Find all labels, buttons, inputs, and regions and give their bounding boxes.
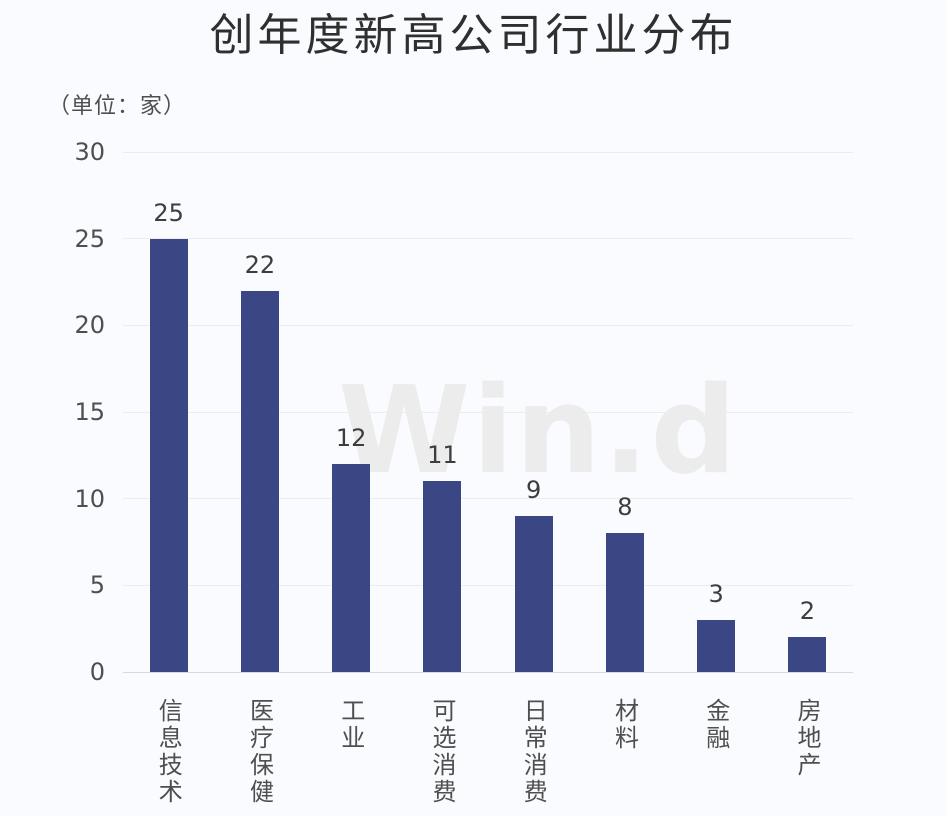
y-tick-label: 0: [89, 658, 105, 686]
y-tick-label: 5: [89, 571, 105, 600]
bar-value-label: 11: [427, 441, 458, 469]
y-tick-label: 25: [74, 224, 105, 253]
x-category-label: 医疗保健: [245, 698, 274, 806]
bar-value-label: 12: [335, 424, 367, 452]
chart-title: 创年度新高公司行业分布: [209, 10, 738, 61]
y-tick-label: 30: [74, 138, 105, 166]
y-tick-label: 10: [74, 484, 105, 513]
gridline: [123, 498, 853, 500]
gridline: [123, 411, 853, 413]
plot-area: 0 5 10 15 20 25 30 25 信息技术 22 医疗保健 12 工业 11 可选消费 9 日常消费 8…: [74, 138, 853, 806]
bar-value-label: 9: [525, 476, 542, 504]
bar-value-label: 3: [708, 580, 724, 608]
bar: [150, 239, 188, 672]
bar: [241, 291, 279, 672]
bar: [606, 533, 644, 672]
gridline: [123, 671, 853, 673]
x-category-label: 可选消费: [427, 698, 456, 806]
gridline: [123, 151, 853, 153]
gridline: [123, 324, 853, 326]
x-category-label: 材料: [610, 698, 639, 752]
x-category-label: 日常消费: [519, 698, 548, 806]
bar-value-label: 8: [617, 493, 633, 521]
x-category-label: 信息技术: [154, 698, 183, 806]
gridline: [123, 584, 853, 586]
bar: [423, 481, 461, 672]
bar-value-label: 25: [153, 199, 184, 227]
unit-label: （单位：家）: [48, 94, 187, 119]
gridline: [123, 238, 853, 240]
y-tick-label: 20: [74, 311, 105, 340]
bar: [332, 464, 370, 672]
bar: [788, 637, 826, 672]
bar: [697, 620, 735, 672]
bar-value-label: 2: [799, 597, 816, 625]
x-category-label: 金融: [701, 698, 730, 752]
y-tick-label: 15: [74, 398, 105, 426]
bar: [515, 516, 553, 672]
bar-value-label: 22: [244, 251, 276, 279]
x-category-label: 工业: [336, 698, 365, 752]
x-category-label: 房地产: [792, 698, 821, 779]
